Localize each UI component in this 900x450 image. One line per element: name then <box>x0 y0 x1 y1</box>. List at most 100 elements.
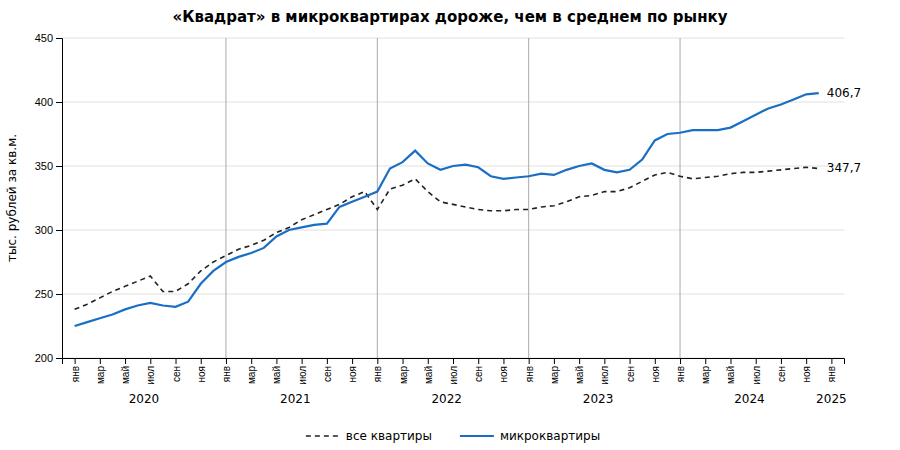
series-line <box>75 93 819 326</box>
tick-mark <box>377 358 378 364</box>
series-line <box>75 167 819 309</box>
tick-mark <box>756 358 757 364</box>
y-tick: 250 <box>35 288 62 300</box>
tick-label: янв <box>524 366 535 382</box>
x-tick: мар <box>398 358 409 384</box>
tick-mark <box>604 358 605 364</box>
tick-mark <box>806 358 807 364</box>
tick-mark <box>56 166 62 167</box>
tick-mark <box>176 358 177 364</box>
grid-line <box>62 102 844 103</box>
tick-mark <box>56 294 62 295</box>
tick-label: июл <box>145 366 156 385</box>
tick-mark <box>251 358 252 364</box>
x-tick: мар <box>95 358 106 384</box>
x-tick: июл <box>599 358 610 385</box>
tick-mark <box>554 358 555 364</box>
tick-mark <box>100 358 101 364</box>
axis-domain <box>56 39 63 359</box>
tick-mark <box>453 358 454 364</box>
tick-mark <box>579 358 580 364</box>
x-tick: июл <box>448 358 459 385</box>
x-tick: ноя <box>650 358 661 383</box>
tick-label: сен <box>625 366 636 382</box>
tick-mark <box>529 358 530 364</box>
tick-label: ноя <box>498 366 509 383</box>
tick-label: ноя <box>347 366 358 383</box>
plot: 200250300350400450янвмармайиюлсеннояянвм… <box>35 32 861 406</box>
tick-label: мар <box>398 366 409 384</box>
tick-mark <box>226 358 227 364</box>
x-tick: мар <box>549 358 560 384</box>
end-label: 406,7 <box>827 86 861 100</box>
x-axis: янв мар май июл сен ноя янв мар май июл сен ноя янв м… <box>63 358 845 385</box>
tick-label: май <box>423 366 434 384</box>
x-tick: янв <box>675 358 686 382</box>
tick-label: 200 <box>35 352 53 364</box>
legend: все квартиры микроквартиры <box>306 429 600 443</box>
group-label: 2025 <box>816 392 847 406</box>
x-tick: сен <box>473 358 484 382</box>
group-separator <box>377 38 378 358</box>
group-separator <box>680 38 681 358</box>
grid-line <box>62 230 844 231</box>
legend-swatch <box>460 435 494 437</box>
tick-mark <box>630 358 631 364</box>
tick-mark <box>56 102 62 103</box>
tick-label: мар <box>95 366 106 384</box>
legend-label: все квартиры <box>346 429 432 443</box>
tick-label: ноя <box>196 366 207 383</box>
tick-mark <box>730 358 731 364</box>
group-label: 2020 <box>129 392 160 406</box>
separators <box>226 38 680 358</box>
tick-label: июл <box>297 366 308 385</box>
legend-item: все квартиры <box>306 429 432 443</box>
y-tick: 300 <box>35 224 62 236</box>
tick-label: янв <box>70 366 81 382</box>
tick-mark <box>831 358 832 364</box>
y-tick: 350 <box>35 160 62 172</box>
tick-label: сен <box>171 366 182 382</box>
tick-label: янв <box>372 366 383 382</box>
tick-label: сен <box>473 366 484 382</box>
legend-label: микроквартиры <box>500 429 600 443</box>
tick-mark <box>56 358 62 359</box>
tick-mark <box>75 358 76 364</box>
x-tick: май <box>120 358 131 384</box>
x-tick: сен <box>171 358 182 382</box>
title: «Квадрат» в микроквартирах дороже, чем в… <box>173 8 728 26</box>
x-tick: мар <box>246 358 257 384</box>
tick-label: ноя <box>801 366 812 383</box>
group-label: 2021 <box>280 392 311 406</box>
group-separator <box>528 38 529 358</box>
y-tick: 450 <box>35 32 62 44</box>
tick-label: июл <box>751 366 762 385</box>
tick-label: янв <box>221 366 232 382</box>
tick-mark <box>352 358 353 364</box>
x-tick: сен <box>625 358 636 382</box>
group-label: 2023 <box>583 392 614 406</box>
tick-mark <box>302 358 303 364</box>
tick-label: 350 <box>35 160 53 172</box>
tick-label: июл <box>448 366 459 385</box>
tick-label: ноя <box>650 366 661 383</box>
tick-mark <box>503 358 504 364</box>
tick-mark <box>276 358 277 364</box>
x-tick: июл <box>297 358 308 385</box>
tick-label: май <box>120 366 131 384</box>
group-label: 2024 <box>734 392 765 406</box>
x-tick: май <box>574 358 585 384</box>
legend-swatch <box>306 435 340 437</box>
tick-label: май <box>725 366 736 384</box>
tick-mark <box>428 358 429 364</box>
tick-label: май <box>271 366 282 384</box>
x-tick: ноя <box>801 358 812 383</box>
group-separator <box>225 38 226 358</box>
grid-line <box>62 294 844 295</box>
x-tick: ноя <box>498 358 509 383</box>
tick-label: май <box>574 366 585 384</box>
tick-label: 450 <box>35 32 53 44</box>
x-tick: сен <box>776 358 787 382</box>
group-labels: 202020212022202320242025 <box>129 392 847 406</box>
tick-label: 300 <box>35 224 53 236</box>
